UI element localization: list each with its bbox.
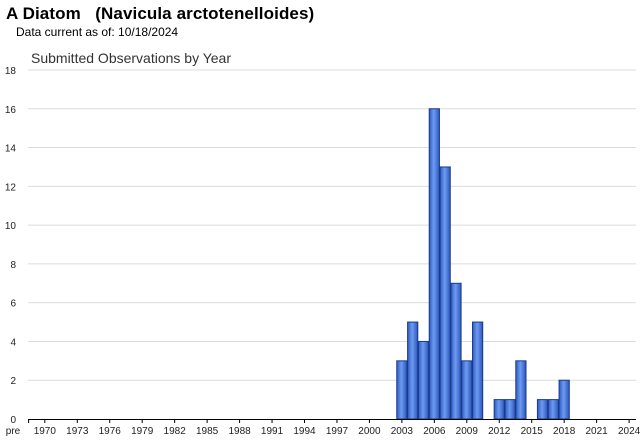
bar-2018 bbox=[558, 379, 570, 420]
bar-2012 bbox=[493, 399, 505, 420]
data-current-date: Data current as of: 10/18/2024 bbox=[16, 25, 179, 39]
y-tick-label: 14 bbox=[5, 144, 17, 155]
y-tick-label: 12 bbox=[5, 182, 17, 193]
x-tick-label: 1994 bbox=[293, 426, 316, 437]
bar-2004 bbox=[407, 321, 419, 420]
x-tick-label: 2012 bbox=[488, 426, 511, 437]
species-title: A Diatom (Navicula arctotenelloides) bbox=[6, 4, 315, 23]
x-tick-label: 1985 bbox=[196, 426, 219, 437]
y-tick-label: 0 bbox=[10, 415, 16, 426]
y-tick-label: 6 bbox=[10, 299, 16, 310]
bar-2009 bbox=[461, 360, 473, 420]
x-tick-label: 1991 bbox=[261, 426, 284, 437]
chart-svg: Submitted Observations by Year 0 2 4 6 8 10 12… bbox=[5, 50, 640, 437]
x-tick-label: 1988 bbox=[228, 426, 251, 437]
y-tick-label: 10 bbox=[5, 221, 17, 232]
x-tick-label: 1979 bbox=[131, 426, 154, 437]
observations-chart: Submitted Observations by Year 0 2 4 6 8 10 12… bbox=[0, 42, 640, 442]
bar-2008 bbox=[450, 282, 462, 420]
x-tick-label: 2021 bbox=[586, 426, 609, 437]
y-tick-label: 8 bbox=[10, 260, 16, 271]
x-tick-label: 2009 bbox=[456, 426, 479, 437]
y-tick-label: 16 bbox=[5, 105, 17, 116]
bar-2013 bbox=[504, 399, 516, 420]
y-tick-label: 18 bbox=[5, 66, 17, 77]
x-tick-label: 2006 bbox=[423, 426, 446, 437]
bar-2006 bbox=[428, 108, 440, 420]
x-tick-label: 2015 bbox=[521, 426, 544, 437]
x-tick-label: 2024 bbox=[618, 426, 640, 437]
bar-2016 bbox=[536, 399, 549, 420]
bar-2003 bbox=[396, 360, 408, 420]
bar-2017 bbox=[547, 399, 559, 420]
gridlines bbox=[28, 69, 636, 381]
x-tick-label: 2003 bbox=[391, 426, 414, 437]
chart-title: Submitted Observations by Year bbox=[31, 50, 231, 66]
bar-2010 bbox=[472, 321, 484, 420]
x-tick-label: 1976 bbox=[99, 426, 122, 437]
bar-2014 bbox=[515, 360, 527, 420]
x-tick-label: 2000 bbox=[358, 426, 381, 437]
x-tick-label: pre bbox=[6, 426, 21, 437]
bar-2005 bbox=[417, 340, 430, 420]
y-axis-ticks: 0 2 4 6 8 10 12 14 16 18 bbox=[5, 66, 17, 426]
x-tick-label: 1970 bbox=[34, 426, 57, 437]
y-tick-label: 2 bbox=[10, 376, 16, 387]
bar-2007 bbox=[439, 166, 451, 420]
x-tick-label: 1982 bbox=[164, 426, 187, 437]
x-axis-ticks: pre 1970 1973 1976 1979 1982 1985 1988 1991 1994 1… bbox=[6, 419, 640, 437]
y-tick-label: 4 bbox=[10, 337, 16, 348]
x-tick-label: 1973 bbox=[66, 426, 89, 437]
x-tick-label: 1997 bbox=[326, 426, 349, 437]
x-tick-label: 2018 bbox=[553, 426, 576, 437]
